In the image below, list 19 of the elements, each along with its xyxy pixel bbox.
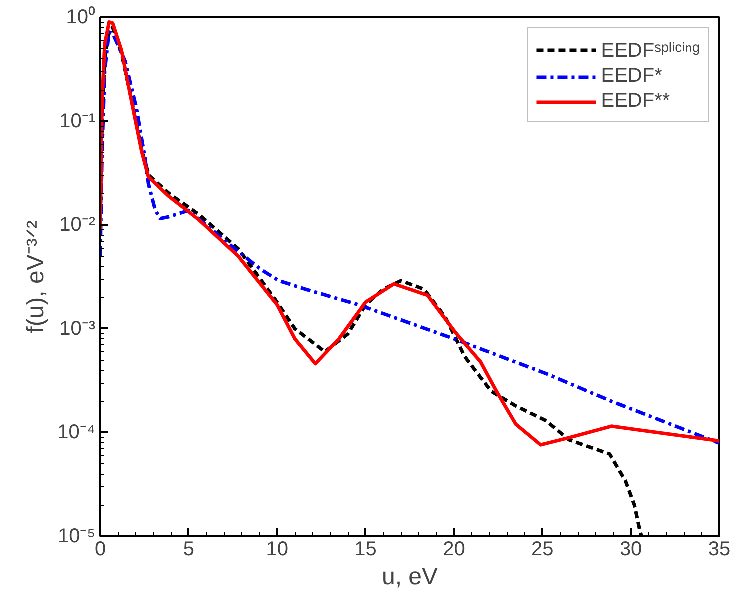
x-tick-label: 20 <box>443 538 466 560</box>
legend-label: EEDFˢᵖˡⁱᶜⁱⁿᵍ <box>601 39 700 63</box>
x-axis-title: u, eV <box>382 564 438 590</box>
y-tick-label: 10⁻⁵ <box>58 526 96 548</box>
y-axis-title: f(u), eV⁻³ᐟ² <box>22 220 50 334</box>
legend-label: EEDF** <box>601 90 670 113</box>
x-tick-label: 5 <box>183 538 194 560</box>
y-tick-label: 10⁻³ <box>60 318 96 340</box>
x-tick-label: 15 <box>354 538 377 560</box>
x-tick-label: 25 <box>532 538 554 560</box>
y-tick-label: 10⁻² <box>60 214 96 236</box>
y-tick-label: 10⁻¹ <box>60 110 96 132</box>
x-tick-label: 10 <box>266 538 288 560</box>
x-tick-label: 30 <box>620 538 642 560</box>
y-tick-label: 10⁰ <box>66 6 96 28</box>
legend-label: EEDF* <box>601 65 662 88</box>
y-tick-label: 10⁻⁴ <box>58 422 96 444</box>
x-tick-label: 35 <box>708 538 731 560</box>
x-tick-label: 0 <box>94 538 106 560</box>
